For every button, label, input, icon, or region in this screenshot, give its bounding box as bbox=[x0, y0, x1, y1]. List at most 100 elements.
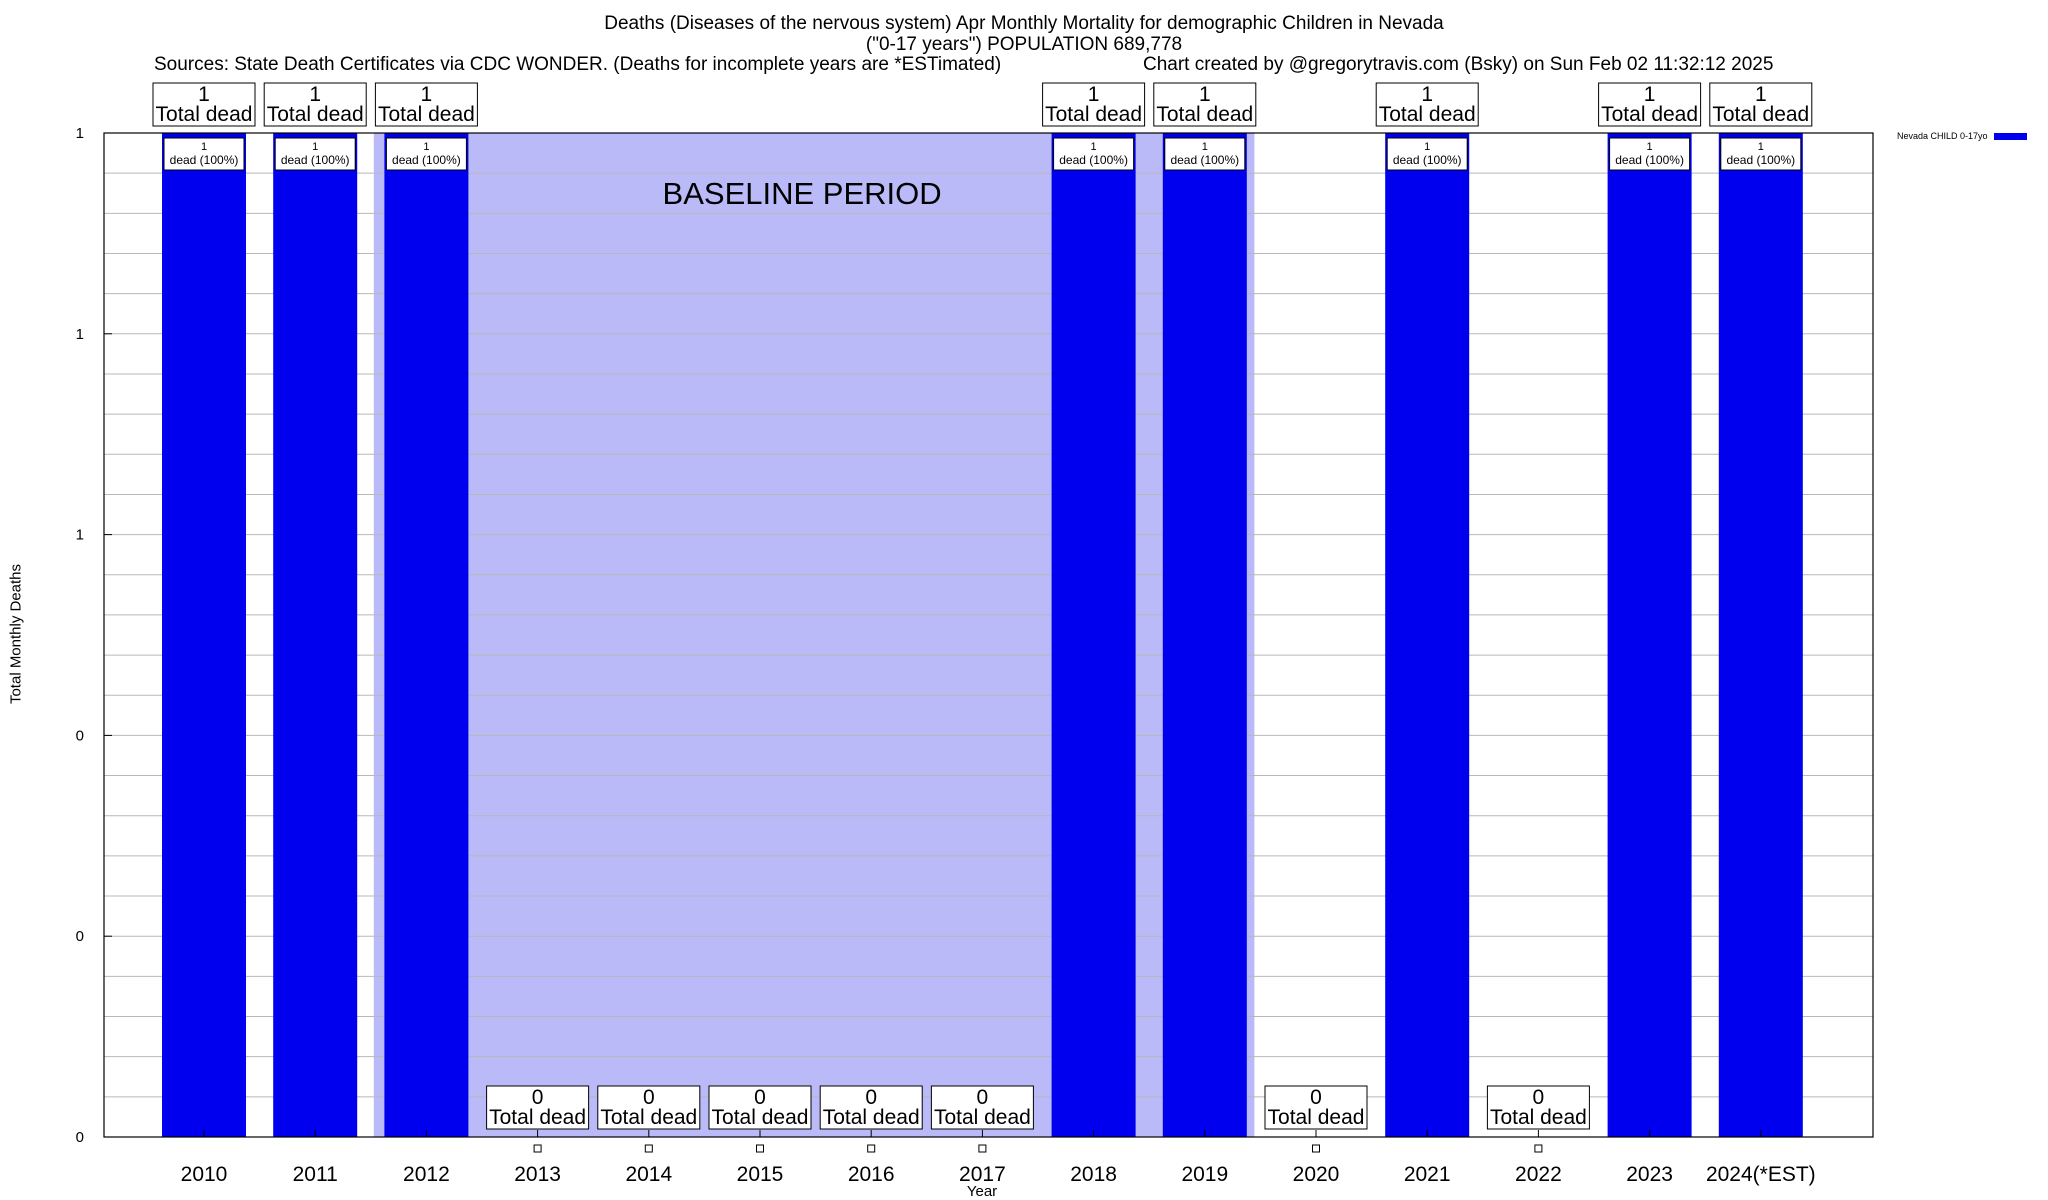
total-value: 1 bbox=[421, 83, 433, 106]
total-box bbox=[486, 1085, 590, 1130]
x-tick-label: 2021 bbox=[1404, 1163, 1451, 1186]
total-value: 1 bbox=[1199, 83, 1211, 106]
pct-label: dead (100%) bbox=[1393, 153, 1462, 167]
total-box bbox=[597, 1085, 701, 1130]
total-box bbox=[708, 1085, 812, 1130]
total-box bbox=[263, 82, 367, 127]
x-tick-label: 2019 bbox=[1181, 1163, 1228, 1186]
total-box bbox=[1153, 82, 1257, 127]
pct-label: dead (100%) bbox=[170, 153, 239, 167]
pct-label: dead (100%) bbox=[392, 153, 461, 167]
x-tick-label: 2016 bbox=[848, 1163, 895, 1186]
total-caption: Total dead bbox=[267, 103, 364, 126]
pct-box bbox=[385, 137, 467, 171]
zero-marker bbox=[644, 1144, 653, 1153]
total-value: 0 bbox=[977, 1086, 989, 1109]
total-value: 0 bbox=[865, 1086, 877, 1109]
pct-value: 1 bbox=[1758, 141, 1764, 153]
pct-box bbox=[1164, 137, 1246, 171]
total-value: 1 bbox=[1088, 83, 1100, 106]
pct-value: 1 bbox=[312, 141, 318, 153]
total-value: 0 bbox=[643, 1086, 655, 1109]
pct-value: 1 bbox=[1202, 141, 1208, 153]
sources-note: Sources: State Death Certificates via CD… bbox=[154, 54, 1002, 75]
total-caption: Total dead bbox=[823, 1106, 920, 1129]
pct-box bbox=[1386, 137, 1468, 171]
total-value: 0 bbox=[1533, 1086, 1545, 1109]
zero-marker bbox=[1312, 1144, 1320, 1153]
y-tick-label: 1 bbox=[76, 527, 84, 544]
bar bbox=[162, 133, 246, 1137]
pct-label: dead (100%) bbox=[1170, 153, 1239, 167]
bar bbox=[1162, 133, 1247, 1137]
pct-box bbox=[163, 137, 245, 171]
legend-swatch bbox=[1993, 132, 2027, 140]
x-axis-label: Year bbox=[966, 1183, 998, 1200]
total-caption: Total dead bbox=[1045, 103, 1142, 126]
x-tick-label: 2013 bbox=[514, 1163, 561, 1186]
x-tick-label: 2024(*EST) bbox=[1706, 1163, 1816, 1186]
pct-value: 1 bbox=[423, 141, 429, 153]
pct-label: dead (100%) bbox=[1615, 153, 1684, 167]
pct-value: 1 bbox=[1647, 141, 1653, 153]
chart-credit: Chart created by @gregorytravis.com (Bsk… bbox=[1143, 54, 1774, 75]
bar bbox=[1385, 133, 1470, 1137]
total-box bbox=[1486, 1085, 1590, 1130]
total-caption: Total dead bbox=[934, 1106, 1031, 1129]
y-tick-label: 0 bbox=[76, 1129, 84, 1146]
total-caption: Total dead bbox=[1156, 103, 1253, 126]
baseline-label: BASELINE PERIOD bbox=[663, 176, 942, 211]
total-caption: Total dead bbox=[1601, 103, 1698, 126]
total-caption: Total dead bbox=[156, 103, 253, 126]
zero-marker bbox=[533, 1144, 542, 1153]
x-tick-label: 2012 bbox=[403, 1163, 450, 1186]
legend: Nevada CHILD 0-17yo bbox=[1897, 131, 2027, 141]
total-box bbox=[1264, 1085, 1368, 1130]
y-tick-label: 1 bbox=[76, 326, 84, 343]
total-box bbox=[1709, 82, 1813, 127]
total-caption: Total dead bbox=[1379, 103, 1476, 126]
x-tick-label: 2023 bbox=[1626, 1163, 1673, 1186]
pct-box bbox=[1053, 137, 1135, 171]
total-value: 1 bbox=[1421, 83, 1433, 106]
pct-box bbox=[1720, 137, 1802, 171]
total-box bbox=[1598, 82, 1702, 127]
total-box bbox=[819, 1085, 923, 1130]
total-caption: Total dead bbox=[1268, 1106, 1365, 1129]
total-box bbox=[152, 82, 256, 127]
total-value: 0 bbox=[532, 1086, 544, 1109]
x-tick-label: 2011 bbox=[293, 1163, 338, 1186]
zero-marker bbox=[1534, 1144, 1543, 1153]
pct-value: 1 bbox=[1091, 141, 1097, 153]
total-caption: Total dead bbox=[378, 103, 475, 126]
x-tick-label: 2018 bbox=[1070, 1163, 1117, 1186]
total-caption: Total dead bbox=[489, 1106, 586, 1129]
bar bbox=[1051, 133, 1136, 1137]
total-caption: Total dead bbox=[712, 1106, 809, 1129]
x-tick-label: 2010 bbox=[181, 1163, 228, 1186]
pct-value: 1 bbox=[201, 141, 207, 153]
x-tick-label: 2017 bbox=[959, 1163, 1006, 1186]
pct-box bbox=[274, 137, 356, 171]
bar bbox=[1718, 133, 1803, 1137]
total-value: 0 bbox=[1310, 1086, 1322, 1109]
total-caption: Total dead bbox=[1712, 103, 1809, 126]
total-value: 0 bbox=[754, 1086, 766, 1109]
total-box bbox=[374, 82, 478, 127]
total-box bbox=[1375, 82, 1479, 127]
bar bbox=[273, 133, 358, 1137]
total-value: 1 bbox=[1644, 83, 1656, 106]
x-tick-label: 2022 bbox=[1515, 1163, 1562, 1186]
zero-marker bbox=[756, 1144, 764, 1153]
zero-marker bbox=[867, 1144, 876, 1153]
pct-box bbox=[1609, 137, 1691, 171]
x-tick-label: 2020 bbox=[1293, 1163, 1340, 1186]
total-caption: Total dead bbox=[1490, 1106, 1587, 1129]
zero-marker bbox=[978, 1144, 987, 1153]
pct-label: dead (100%) bbox=[281, 153, 350, 167]
x-tick-label: 2014 bbox=[625, 1163, 672, 1186]
chart-title-line1: Deaths (Diseases of the nervous system) … bbox=[604, 13, 1444, 34]
y-tick-label: 0 bbox=[76, 928, 84, 945]
y-tick-label: 1 bbox=[76, 125, 84, 142]
